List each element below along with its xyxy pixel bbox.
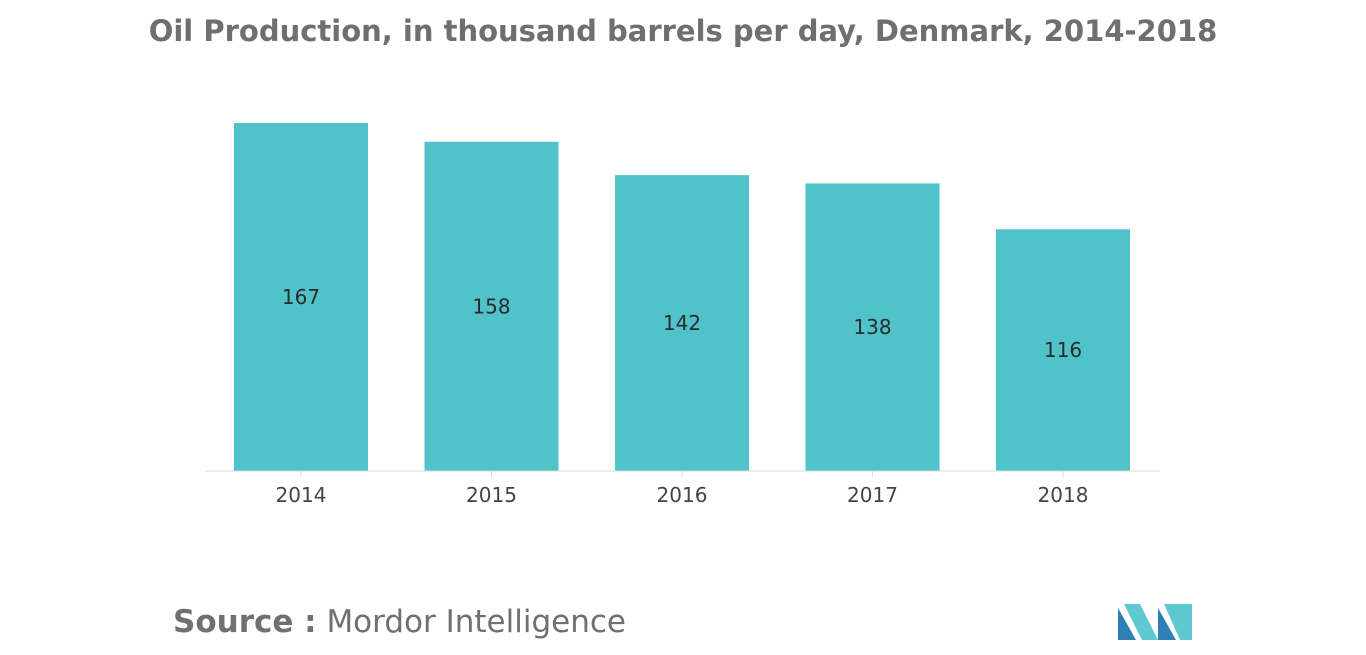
bar-2018 [996, 229, 1130, 471]
x-tick-label-2015: 2015 [466, 483, 517, 507]
bar-2017 [805, 183, 940, 471]
source-value: Mordor Intelligence [326, 604, 626, 640]
data-label-2015: 158 [472, 294, 510, 318]
bar-2014 [234, 123, 368, 471]
data-label-2016: 142 [663, 311, 701, 335]
logo-shape-right [1164, 604, 1192, 640]
data-labels-layer: 167 158 142 138 116 [282, 285, 1082, 362]
x-tick-label-2016: 2016 [657, 483, 708, 507]
data-label-2018: 116 [1044, 338, 1082, 362]
bar-2015 [424, 141, 559, 471]
source-label: Source : [173, 604, 317, 640]
logo-shape-mid-right [1158, 608, 1176, 640]
mordor-intelligence-logo-icon [1118, 604, 1192, 640]
logo-shape-mid-left [1124, 604, 1158, 640]
x-tick-label-2018: 2018 [1038, 483, 1089, 507]
bars-layer [234, 123, 1130, 471]
bar-2016 [615, 175, 749, 471]
data-label-2014: 167 [282, 285, 320, 309]
bar-chart: 2014 2015 2016 2017 2018 167 158 142 138 116 [205, 123, 1160, 507]
x-tick-label-2014: 2014 [276, 483, 327, 507]
source-note: Source : Mordor Intelligence [173, 604, 626, 640]
data-label-2017: 138 [853, 315, 891, 339]
logo-shape-left [1118, 608, 1136, 640]
x-tick-label-2017: 2017 [847, 483, 898, 507]
chart-title: Oil Production, in thousand barrels per … [148, 14, 1218, 48]
x-axis-ticks: 2014 2015 2016 2017 2018 [276, 471, 1089, 507]
